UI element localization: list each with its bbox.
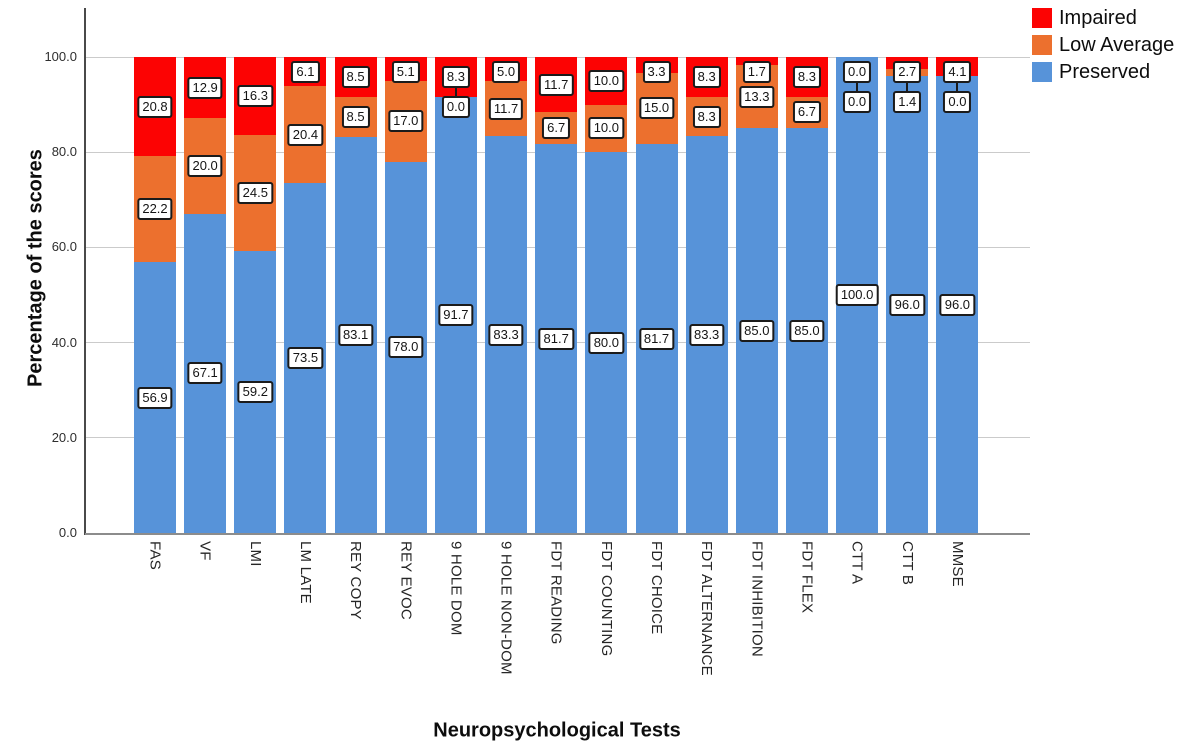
value-label: 15.0 xyxy=(638,97,675,120)
x-tick-label: 9 HOLE NON-DOM xyxy=(497,541,515,675)
legend-item: Low Average xyxy=(1032,35,1174,55)
value-label: 3.3 xyxy=(642,61,671,83)
legend-swatch xyxy=(1032,35,1052,55)
x-tick-label: FDT COUNTING xyxy=(597,541,615,657)
value-label: 20.8 xyxy=(137,95,173,118)
x-tick-label: VF xyxy=(196,541,214,561)
value-label: 81.7 xyxy=(538,327,574,350)
value-label: 8.3 xyxy=(792,65,821,88)
x-tick-label: FDT INHIBITION xyxy=(748,541,766,657)
x-axis-title: Neuropsychological Tests xyxy=(433,719,681,742)
y-tick-label: 100.0 xyxy=(44,49,77,64)
y-tick-label: 20.0 xyxy=(51,429,77,445)
value-label: 6.1 xyxy=(291,61,320,83)
value-label: 59.2 xyxy=(237,381,273,404)
x-tick-label: MMSE xyxy=(948,541,966,587)
value-label: 2.7 xyxy=(893,61,922,83)
legend-label: Impaired xyxy=(1059,7,1137,29)
y-tick-label: 40.0 xyxy=(51,334,77,350)
value-label: 10.0 xyxy=(588,69,624,92)
x-tick-label: FDT ALTERNANCE xyxy=(698,541,716,676)
value-label: 1.4 xyxy=(893,91,922,113)
value-label: 0.0 xyxy=(943,91,972,113)
legend: Impaired Low Average Preserved xyxy=(1032,8,1174,89)
value-label: 20.4 xyxy=(287,123,324,146)
value-label: 17.0 xyxy=(388,110,424,133)
y-tick-label: 0.0 xyxy=(58,525,77,540)
x-tick-label: REY COPY xyxy=(347,541,365,620)
y-axis-title: Percentage of the scores xyxy=(24,149,47,387)
value-label: 96.0 xyxy=(889,293,925,316)
value-label: 85.0 xyxy=(739,319,775,342)
x-tick-label: FAS xyxy=(146,541,164,570)
value-label: 83.3 xyxy=(688,323,725,346)
value-label: 20.0 xyxy=(187,155,223,177)
value-label: 0.0 xyxy=(441,95,470,118)
value-label: 8.3 xyxy=(441,65,470,88)
legend-swatch xyxy=(1032,8,1052,28)
x-axis-line xyxy=(85,532,1030,535)
value-label: 5.1 xyxy=(391,61,420,83)
value-label: 24.5 xyxy=(237,181,273,204)
y-tick-label: 60.0 xyxy=(51,239,77,255)
value-label: 85.0 xyxy=(789,319,825,342)
x-tick-label: LM LATE xyxy=(296,541,314,604)
x-tick-label: CTT A xyxy=(848,541,866,585)
value-label: 22.2 xyxy=(137,198,173,221)
value-label: 81.7 xyxy=(638,327,675,350)
value-label: 80.0 xyxy=(588,331,624,354)
value-label: 100.0 xyxy=(835,284,879,306)
value-label: 8.5 xyxy=(341,106,370,129)
value-label: 83.3 xyxy=(488,323,524,346)
value-label: 73.5 xyxy=(287,347,324,370)
legend-label: Low Average xyxy=(1059,34,1175,56)
value-label: 13.3 xyxy=(739,86,775,108)
value-label: 6.7 xyxy=(542,117,571,140)
legend-item: Impaired xyxy=(1032,8,1174,28)
value-label: 8.3 xyxy=(692,105,721,128)
leader-line xyxy=(906,81,909,93)
value-label: 10.0 xyxy=(588,117,624,140)
value-label: 67.1 xyxy=(187,362,223,385)
value-label: 83.1 xyxy=(337,324,374,347)
value-label: 16.3 xyxy=(237,84,273,107)
value-label: 6.7 xyxy=(792,101,821,124)
x-tick-label: LMI xyxy=(246,541,264,567)
value-label: 0.0 xyxy=(843,91,872,113)
value-label: 8.3 xyxy=(692,66,721,89)
x-tick-label: CTT B xyxy=(898,541,916,586)
value-label: 4.1 xyxy=(943,61,972,83)
x-tick-label: REY EVOC xyxy=(397,541,415,620)
value-label: 91.7 xyxy=(438,303,474,326)
value-label: 8.5 xyxy=(341,65,370,88)
value-label: 96.0 xyxy=(939,293,976,316)
value-label: 56.9 xyxy=(137,386,173,409)
value-label: 78.0 xyxy=(388,336,424,359)
x-tick-label: FDT READING xyxy=(547,541,565,645)
x-tick-label: 9 HOLE DOM xyxy=(447,541,465,636)
value-label: 11.7 xyxy=(539,73,574,96)
value-label: 12.9 xyxy=(187,76,223,99)
legend-label: Preserved xyxy=(1059,61,1151,83)
x-tick-label: FDT FLEX xyxy=(798,541,816,614)
leader-line xyxy=(956,81,959,93)
x-tick-label: FDT CHOICE xyxy=(648,541,665,635)
leader-line xyxy=(454,85,457,98)
leader-line xyxy=(856,81,859,93)
y-tick-label: 80.0 xyxy=(51,144,77,160)
legend-swatch xyxy=(1032,62,1052,82)
value-label: 11.7 xyxy=(488,97,524,120)
value-label: 5.0 xyxy=(492,61,521,83)
value-label: 1.7 xyxy=(742,61,771,83)
legend-item: Preserved xyxy=(1032,62,1174,82)
value-label: 0.0 xyxy=(843,61,872,83)
y-axis-line xyxy=(84,8,86,535)
